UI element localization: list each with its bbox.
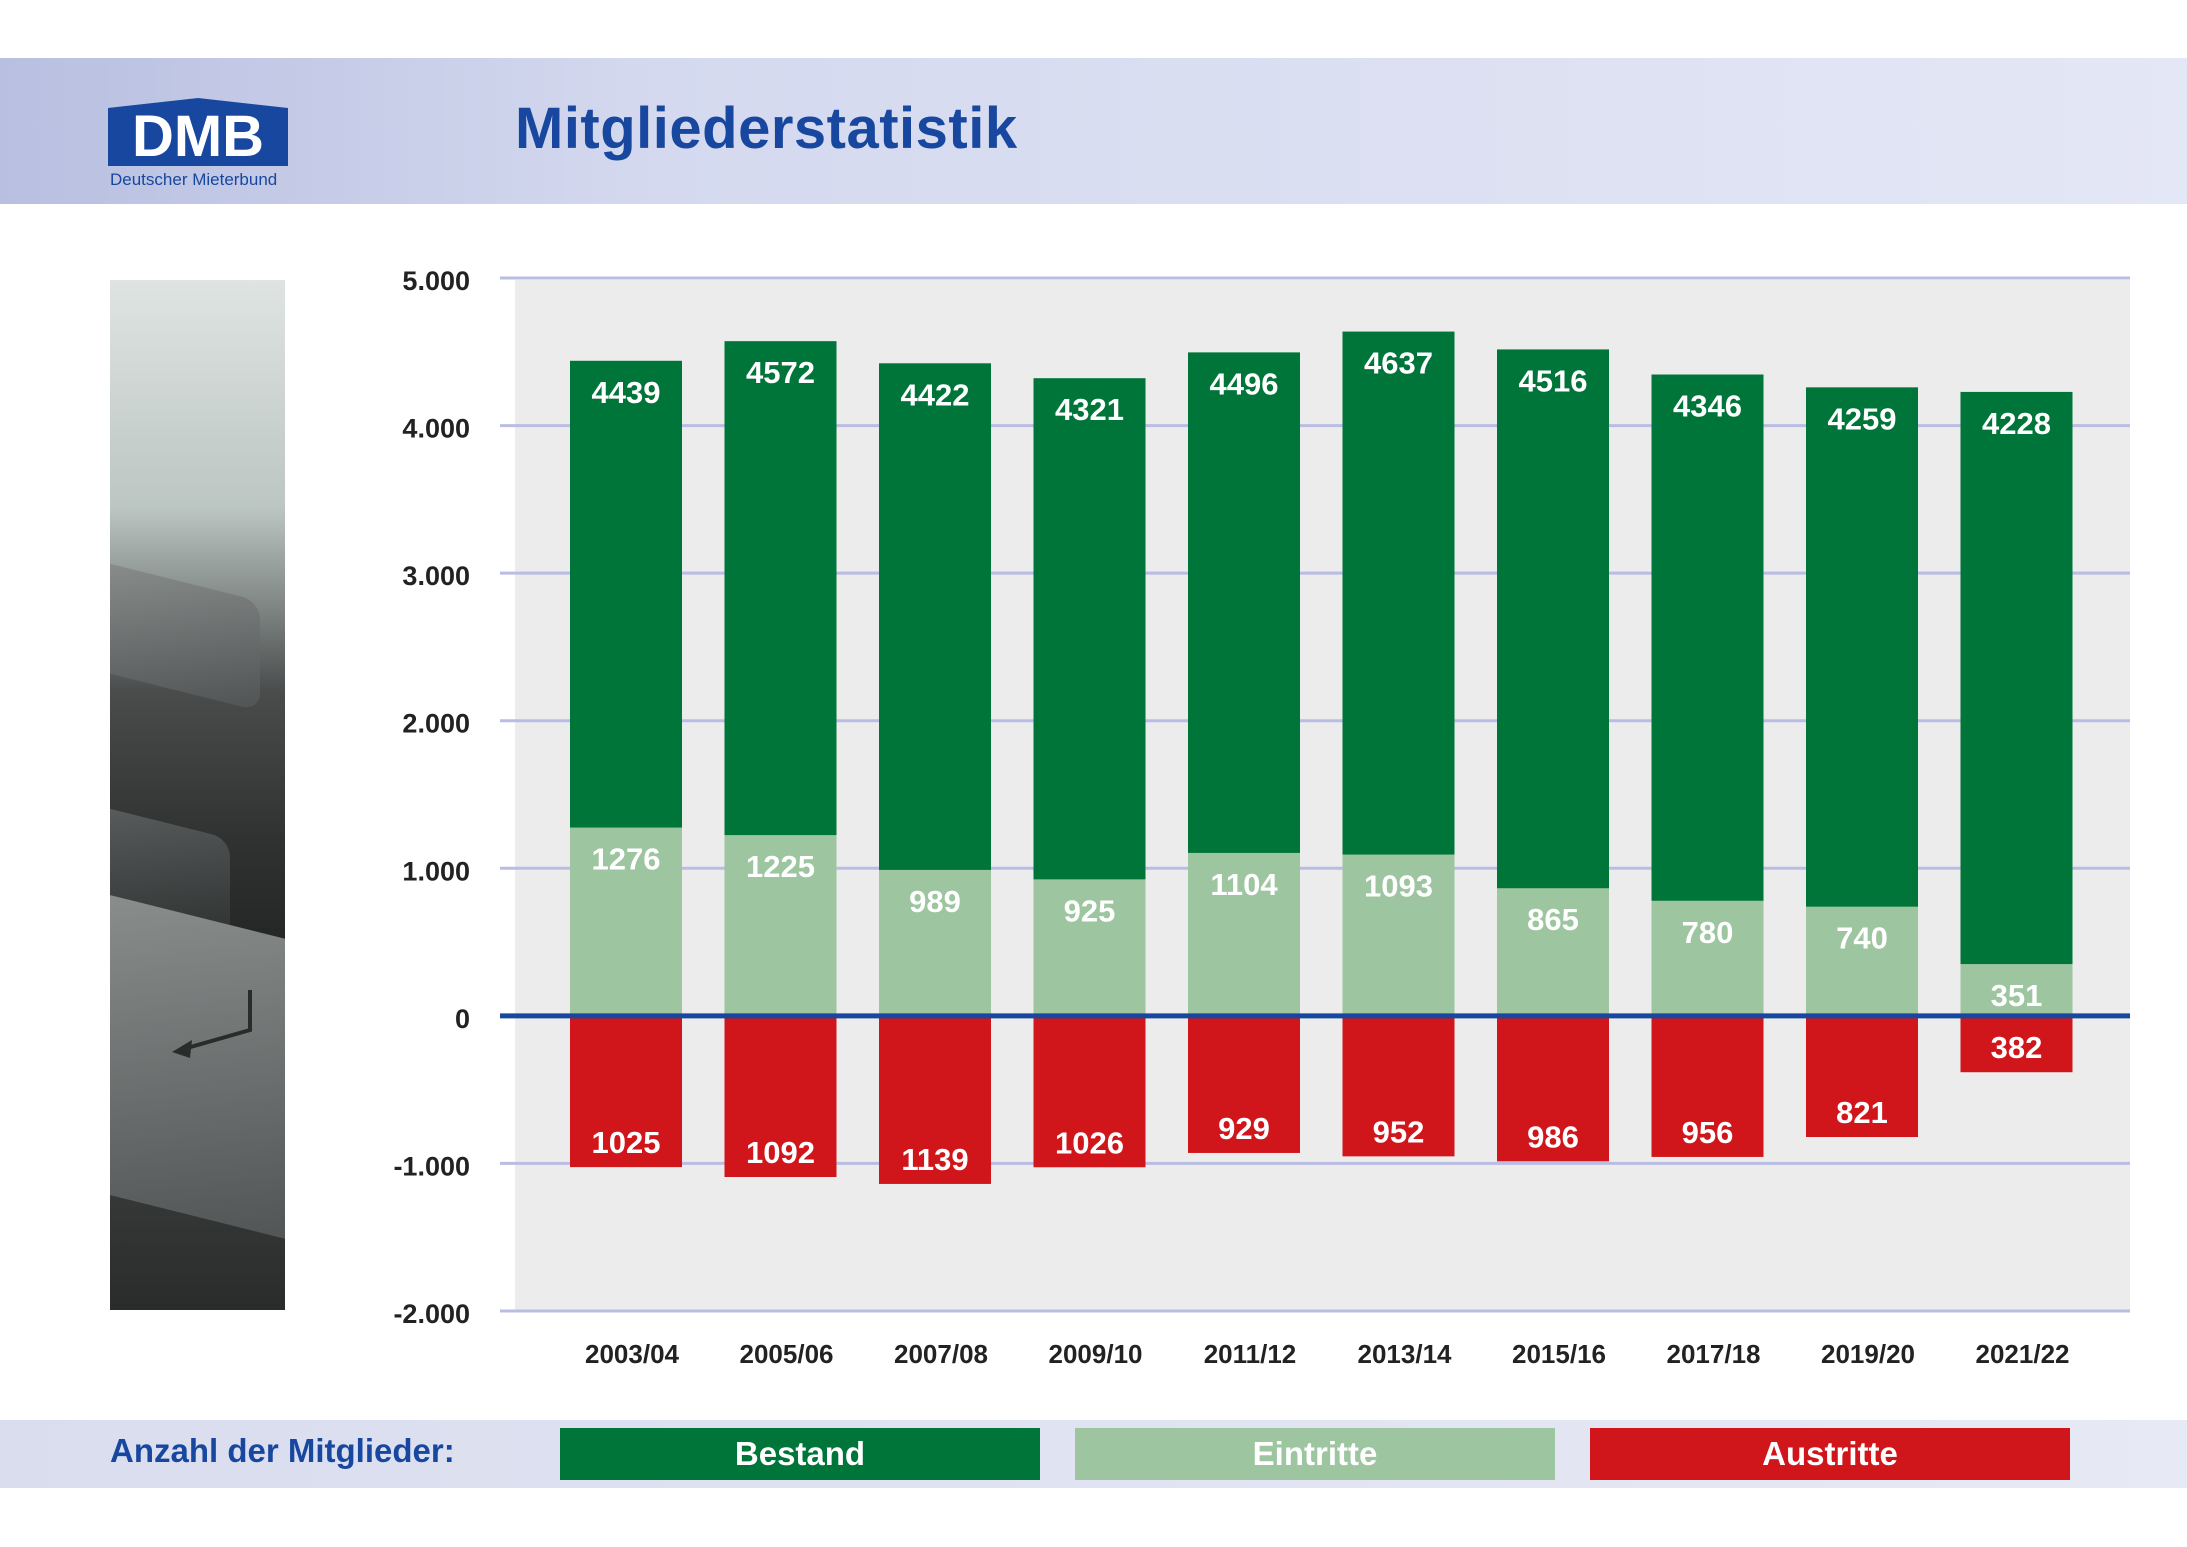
logo-icon: DMB: [108, 98, 288, 166]
bar-eintritte: [1960, 964, 2073, 1016]
bar-austritte: [1342, 1015, 1455, 1157]
legend-bestand: Bestand: [560, 1428, 1040, 1480]
keyboard-photo: [110, 280, 285, 1310]
y-tick-label: 2.000: [402, 709, 470, 739]
label-bestand: 4422: [901, 377, 970, 412]
bar-austritte: [1960, 1015, 2073, 1073]
enter-arrow-icon: [172, 990, 252, 1058]
label-eintritte: 740: [1836, 921, 1888, 956]
bar-eintritte: [1806, 906, 1918, 1016]
bar-eintritte: [1651, 900, 1764, 1016]
y-tick-label: -2.000: [393, 1299, 470, 1329]
bar-austritte: [1651, 1015, 1764, 1157]
label-austritte: 986: [1527, 1119, 1579, 1154]
y-tick-label: 3.000: [402, 561, 470, 591]
bar-austritte: [1033, 1015, 1146, 1168]
label-eintritte: 780: [1682, 915, 1734, 950]
label-austritte: 956: [1682, 1115, 1734, 1150]
dmb-logo: DMB Deutscher Mieterbund: [108, 98, 288, 189]
x-tick-label: 2013/14: [1358, 1339, 1453, 1369]
label-bestand: 4259: [1828, 401, 1897, 436]
bar-eintritte: [1033, 879, 1146, 1016]
bar-austritte: [879, 1015, 991, 1184]
label-eintritte: 1225: [746, 849, 815, 884]
legend-austritte: Austritte: [1590, 1428, 2070, 1480]
y-tick-label: -1.000: [393, 1151, 470, 1181]
label-eintritte: 1104: [1210, 867, 1278, 902]
label-austritte: 1025: [592, 1125, 661, 1160]
label-bestand: 4228: [1982, 406, 2051, 441]
legend-eintritte: Eintritte: [1075, 1428, 1555, 1480]
logo-text: DMB: [132, 104, 264, 166]
label-austritte: 1139: [901, 1142, 968, 1177]
bar-eintritte: [570, 827, 682, 1016]
logo-subtitle: Deutscher Mieterbund: [110, 170, 278, 189]
bar-chart: 5.000 4.000 3.000 2.000 1.000 0 -1.000 -2.000 4…: [393, 266, 2130, 1369]
x-tick-label: 2005/06: [740, 1339, 834, 1369]
label-bestand: 4439: [592, 375, 661, 410]
label-austritte: 382: [1991, 1030, 2043, 1065]
bar-eintritte: [724, 835, 837, 1016]
page-title: Mitgliederstatistik: [515, 96, 1018, 161]
bar-austritte: [1806, 1015, 1918, 1138]
bar-eintritte: [1342, 854, 1455, 1016]
bar-austritte: [1497, 1015, 1609, 1162]
header-band: [0, 58, 2187, 204]
bar-eintritte: [879, 869, 991, 1016]
label-eintritte: 351: [1991, 978, 2043, 1013]
bar-austritte: [1188, 1015, 1300, 1153]
label-eintritte: 1276: [592, 842, 661, 877]
bar-bestand: [1960, 391, 2073, 1016]
bar-austritte: [724, 1015, 837, 1178]
label-bestand: 4346: [1673, 389, 1742, 424]
x-tick-label: 2015/16: [1512, 1339, 1606, 1369]
label-austritte: 952: [1373, 1114, 1425, 1149]
y-tick-label: 4.000: [402, 414, 470, 444]
y-tick-label: 0: [455, 1004, 470, 1034]
value-labels: 4439 1276 1025 4572 1225 1092 4422 989 1139 4321 9…: [592, 346, 2051, 1177]
label-bestand: 4496: [1210, 366, 1279, 401]
x-tick-label: 2011/12: [1204, 1339, 1297, 1369]
label-bestand: 4637: [1364, 346, 1433, 381]
label-austritte: 821: [1836, 1095, 1888, 1130]
x-axis-labels: 2003/04 2005/06 2007/08 2009/10 2011/12 2013/…: [585, 1339, 2069, 1369]
label-eintritte: 925: [1064, 893, 1116, 928]
label-austritte: 929: [1218, 1111, 1270, 1146]
bar-eintritte: [1497, 888, 1609, 1016]
label-bestand: 4516: [1519, 363, 1588, 398]
x-tick-label: 2017/18: [1667, 1339, 1761, 1369]
y-axis-labels: 5.000 4.000 3.000 2.000 1.000 0 -1.000 -2.000: [393, 266, 470, 1329]
y-tick-label: 1.000: [402, 856, 470, 886]
label-eintritte: 865: [1527, 902, 1579, 937]
label-eintritte: 1093: [1364, 869, 1433, 904]
x-tick-label: 2009/10: [1049, 1339, 1143, 1369]
bar-eintritte: [1188, 852, 1300, 1016]
x-tick-label: 2003/04: [585, 1339, 680, 1369]
y-tick-label: 5.000: [402, 266, 470, 296]
label-eintritte: 989: [909, 884, 961, 919]
x-tick-label: 2007/08: [894, 1339, 988, 1369]
label-bestand: 4572: [746, 355, 815, 390]
x-tick-label: 2021/22: [1976, 1339, 2070, 1369]
x-tick-label: 2019/20: [1821, 1339, 1915, 1369]
legend-label: Anzahl der Mitglieder:: [110, 1432, 455, 1469]
label-bestand: 4321: [1055, 392, 1124, 427]
bars: [570, 331, 2073, 1184]
bar-austritte: [570, 1015, 682, 1168]
label-austritte: 1092: [746, 1135, 815, 1170]
label-austritte: 1026: [1055, 1125, 1124, 1160]
